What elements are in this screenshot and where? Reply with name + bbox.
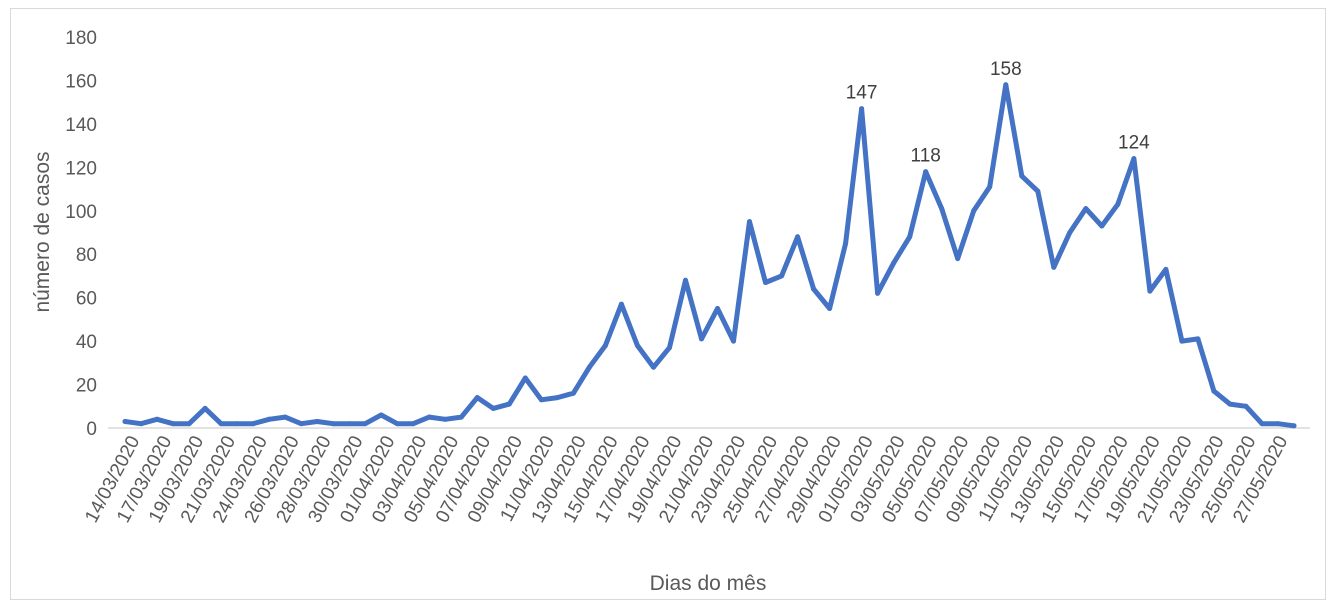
y-tick-label: 120 (65, 158, 97, 179)
data-point (378, 412, 384, 418)
data-point (1259, 421, 1265, 427)
y-tick-label: 100 (65, 202, 97, 223)
data-point (458, 414, 464, 420)
data-point (795, 234, 801, 240)
data-point (394, 421, 400, 427)
data-point (987, 184, 993, 190)
data-point (554, 395, 560, 401)
data-point (843, 240, 849, 246)
data-label: 147 (846, 83, 878, 104)
data-point (1243, 403, 1249, 409)
data-point (1211, 388, 1217, 394)
data-point (298, 421, 304, 427)
data-point (1067, 230, 1073, 235)
data-point (186, 421, 192, 427)
y-tick-label: 40 (76, 332, 97, 353)
data-label: 158 (990, 59, 1022, 80)
data-point (218, 421, 224, 427)
data-point (1291, 423, 1297, 429)
data-point (651, 364, 656, 370)
data-point (1003, 82, 1009, 88)
data-point (362, 421, 368, 427)
data-point (346, 421, 352, 427)
data-point (426, 414, 432, 420)
data-point (586, 364, 592, 370)
data-point (602, 343, 608, 348)
data-point (234, 421, 240, 427)
data-point (731, 338, 736, 344)
y-tick-label: 0 (86, 419, 97, 440)
data-point (907, 234, 913, 240)
data-point (891, 260, 897, 266)
data-point (827, 306, 833, 311)
data-point (474, 395, 480, 401)
y-tick-label: 80 (76, 245, 97, 266)
data-label: 124 (1118, 133, 1150, 154)
data-point (747, 219, 752, 225)
data-point (667, 345, 672, 351)
y-tick-label: 140 (65, 115, 97, 136)
data-point (1083, 206, 1089, 212)
series-line (122, 82, 1297, 429)
data-point (490, 405, 496, 411)
data-point (314, 419, 320, 424)
data-label: 118 (911, 146, 941, 167)
data-point (1115, 201, 1121, 207)
data-point (699, 336, 704, 342)
data-point (1035, 188, 1041, 194)
data-point (506, 401, 512, 407)
data-point (122, 419, 128, 424)
data-point (971, 208, 977, 214)
data-point (1195, 336, 1201, 342)
data-point (1147, 288, 1153, 294)
data-point (939, 206, 945, 212)
data-point (538, 397, 544, 403)
chart-frame (10, 8, 1326, 600)
data-point (618, 301, 624, 307)
data-point (1099, 223, 1105, 229)
y-tick-label: 60 (76, 289, 97, 310)
x-axis-title: Dias do mês (650, 572, 767, 595)
data-point (811, 286, 817, 292)
data-point (330, 421, 336, 427)
data-point (875, 290, 881, 296)
y-axis-ticks: 0 20 40 60 80 100 120 140 160 180 (65, 28, 97, 440)
data-point (1227, 401, 1233, 407)
data-point (1275, 421, 1281, 427)
data-labels: 147 118 158 124 (846, 59, 1150, 167)
y-axis-title: número de casos (31, 151, 54, 312)
data-point (410, 421, 416, 427)
data-point (154, 416, 160, 422)
data-point (955, 256, 961, 262)
data-point (250, 421, 256, 427)
y-tick-label: 20 (76, 376, 97, 397)
data-point (923, 169, 929, 175)
data-points (122, 82, 1297, 429)
data-point (266, 416, 272, 422)
y-tick-label: 180 (65, 28, 97, 49)
x-axis-ticks: 14/03/202017/03/202019/03/202021/03/2020… (81, 432, 1292, 526)
data-point (1051, 264, 1057, 270)
data-point (1019, 173, 1025, 179)
data-point (715, 306, 720, 311)
data-point (1131, 156, 1137, 162)
y-tick-label: 160 (65, 71, 97, 92)
data-point (763, 280, 768, 285)
data-point (779, 273, 785, 279)
data-point (282, 414, 288, 420)
data-point (138, 421, 144, 427)
data-point (170, 421, 176, 427)
data-point (1179, 338, 1185, 344)
data-point (202, 405, 208, 411)
data-point (570, 390, 576, 396)
data-point (859, 106, 865, 112)
data-point (1163, 266, 1169, 272)
data-point (634, 343, 640, 348)
data-point (522, 375, 528, 381)
data-point (683, 277, 688, 283)
data-point (442, 416, 448, 422)
